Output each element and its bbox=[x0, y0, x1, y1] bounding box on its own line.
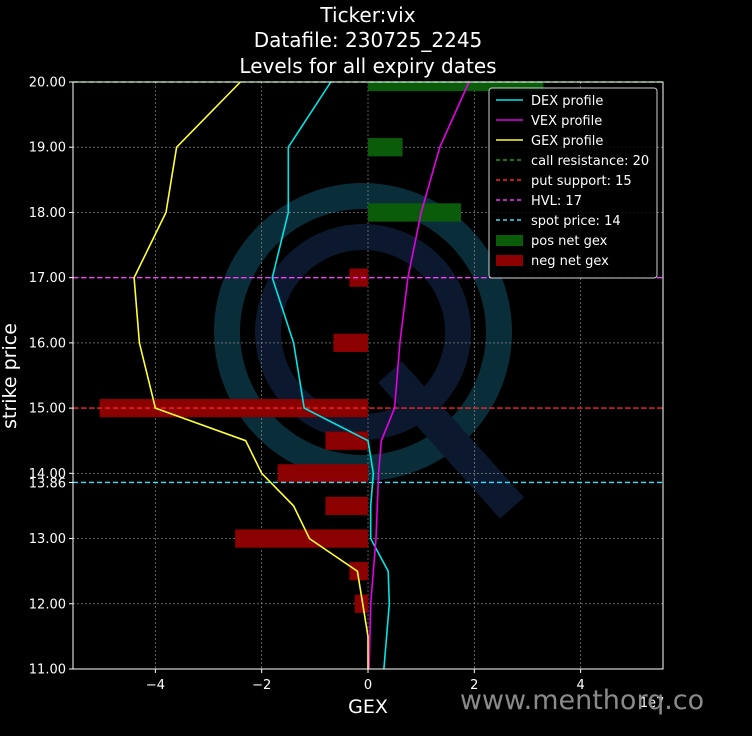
legend-swatch-neg bbox=[496, 255, 523, 266]
x-offset-label: 1e7 bbox=[640, 696, 665, 711]
x-axis-label: GEX bbox=[348, 696, 388, 718]
vex-profile-line bbox=[368, 81, 470, 670]
pos-net-gex-bar-0 bbox=[368, 82, 544, 92]
y-tick-label-1: 12.00 bbox=[29, 597, 66, 612]
dex-profile-line bbox=[271, 81, 391, 670]
y-tick-label-2: 13.00 bbox=[29, 532, 66, 547]
legend-label-gex: GEX profile bbox=[531, 134, 603, 149]
x-tick-label-0: −4 bbox=[146, 678, 165, 693]
chart-title-line-3: Levels for all expiry dates bbox=[239, 54, 496, 78]
y-tick-label-5: 16.00 bbox=[29, 336, 66, 351]
watermark-text: www.menthorq.co bbox=[460, 685, 704, 716]
x-tick-label-2: 0 bbox=[364, 678, 372, 693]
y-tick-label-7: 18.00 bbox=[29, 206, 66, 221]
legend-label-call: call resistance: 20 bbox=[531, 154, 649, 169]
pos-net-gex-bar-1 bbox=[368, 138, 403, 157]
chart-title-line-1: Ticker:vix bbox=[319, 3, 415, 27]
legend-label-neg: neg net gex bbox=[531, 254, 609, 269]
y-axis-ticks: 11.00 12.00 13.00 14.00 15.00 16.00 17.00 18.00… bbox=[29, 76, 73, 678]
legend-label-spot: spot price: 14 bbox=[531, 214, 621, 229]
y-tick-label-9: 20.00 bbox=[29, 76, 66, 91]
legend-label-pos: pos net gex bbox=[531, 234, 608, 249]
legend-label-vex: VEX profile bbox=[531, 114, 602, 129]
neg-net-gex-bar-8 bbox=[354, 594, 368, 613]
y-axis-label: strike price bbox=[0, 323, 21, 429]
legend-label-hvl: HVL: 17 bbox=[531, 194, 582, 209]
y-tick-label-spot: 13.86 bbox=[29, 476, 66, 491]
neg-net-gex-bar-7 bbox=[349, 562, 368, 581]
y-tick-label-8: 19.00 bbox=[29, 141, 66, 156]
profile-lines bbox=[133, 81, 470, 670]
neg-net-gex-bar-3 bbox=[325, 431, 368, 450]
net-gex-bars bbox=[99, 82, 544, 613]
legend-swatch-pos bbox=[496, 235, 523, 246]
y-tick-label-4: 15.00 bbox=[29, 402, 66, 417]
legend: DEX profile VEX profile GEX profile call re… bbox=[488, 87, 658, 279]
x-tick-label-3: 2 bbox=[470, 678, 478, 693]
pos-net-gex-bar-2 bbox=[368, 203, 462, 222]
neg-net-gex-bar-5 bbox=[325, 496, 368, 516]
neg-net-gex-bar-0 bbox=[349, 268, 368, 287]
legend-label-dex: DEX profile bbox=[531, 94, 603, 109]
x-axis-ticks: −4 −2 0 2 4 bbox=[146, 669, 585, 693]
y-tick-label-3: 14.00 bbox=[29, 467, 66, 482]
neg-net-gex-bar-4 bbox=[277, 464, 368, 483]
gex-profile-line bbox=[133, 81, 369, 669]
neg-net-gex-bar-6 bbox=[235, 529, 368, 548]
y-tick-label-0: 11.00 bbox=[29, 663, 66, 678]
legend-label-put: put support: 15 bbox=[531, 174, 632, 189]
x-tick-label-1: −2 bbox=[252, 678, 271, 693]
x-tick-label-4: 4 bbox=[576, 678, 584, 693]
y-tick-label-6: 17.00 bbox=[29, 271, 66, 286]
chart-title-line-2: Datafile: 230725_2245 bbox=[254, 28, 483, 52]
neg-net-gex-bar-1 bbox=[333, 333, 368, 353]
legend-frame bbox=[488, 87, 658, 279]
